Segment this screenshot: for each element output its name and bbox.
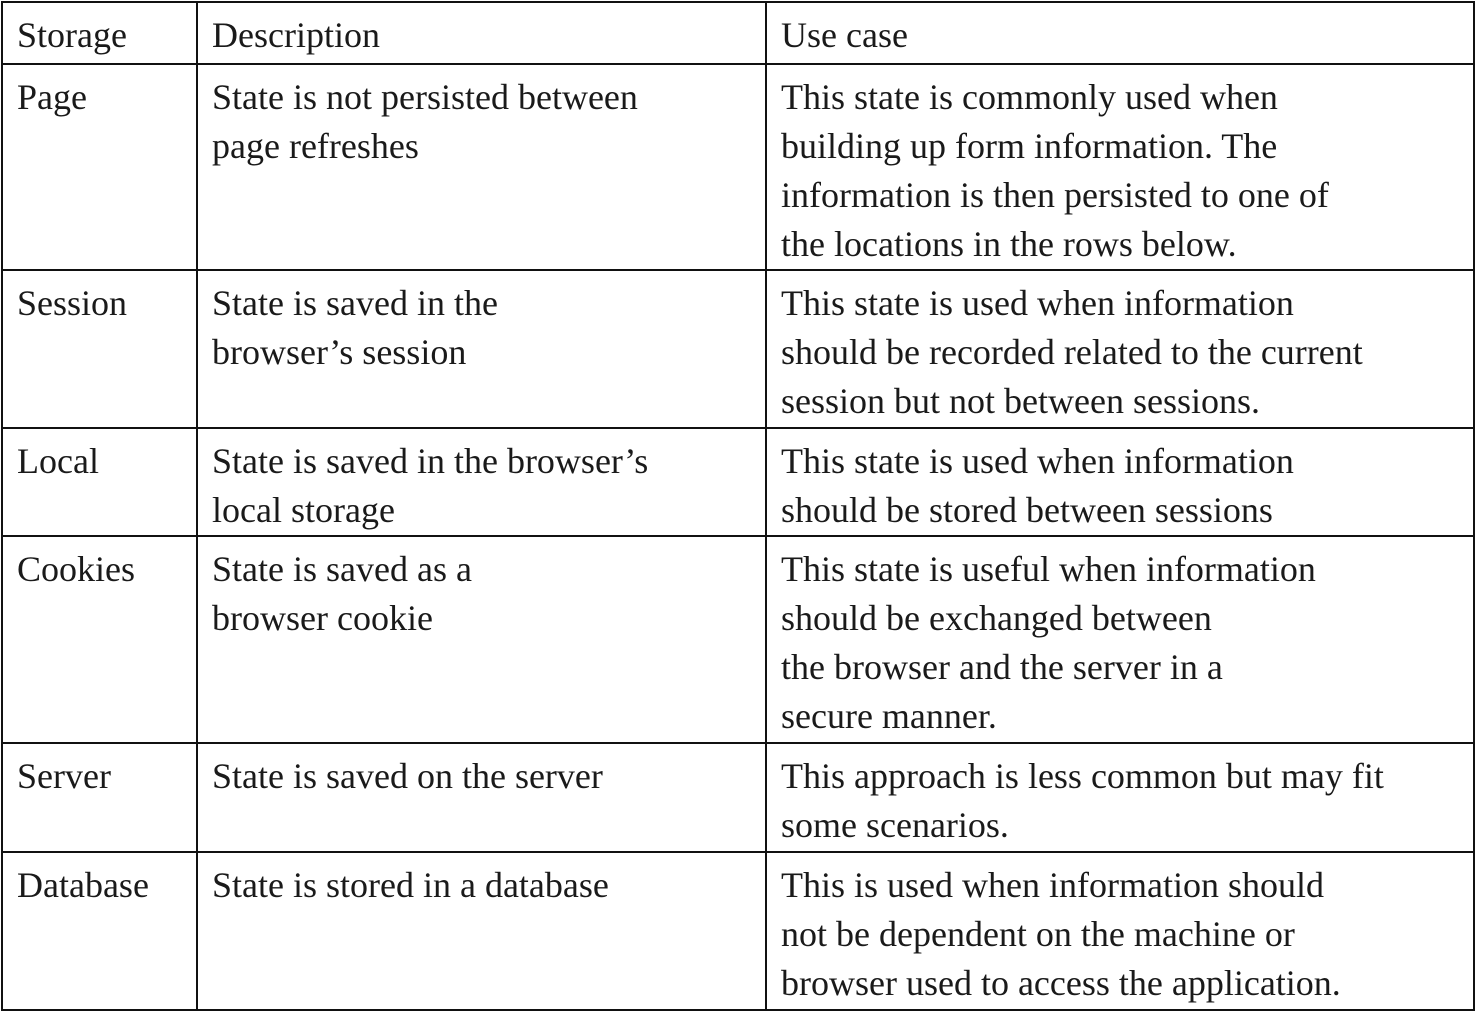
use-case-cell: This approach is less common but may fit… [765, 742, 1475, 853]
header-use-case: Use case [765, 1, 1475, 65]
use-case-cell: This state is commonly used when buildin… [765, 63, 1475, 271]
header-description: Description [196, 1, 767, 65]
description-cell: State is saved in the browser’s session [196, 269, 767, 429]
storage-cell: Local [1, 427, 198, 537]
header-storage: Storage [1, 1, 198, 65]
description-cell: State is saved on the server [196, 742, 767, 853]
table-header: Storage Description Use case [1, 1, 1475, 65]
storage-cell: Session [1, 269, 198, 429]
description-cell: State is stored in a database [196, 851, 767, 1011]
table-row-cookies: Cookies State is saved as a browser cook… [1, 535, 1475, 744]
storage-cell: Database [1, 851, 198, 1011]
storage-cell: Page [1, 63, 198, 271]
header-row: Storage Description Use case [1, 1, 1475, 65]
description-cell: State is not persisted between page refr… [196, 63, 767, 271]
use-case-cell: This state is used when information shou… [765, 427, 1475, 537]
table-row-server: Server State is saved on the server This… [1, 742, 1475, 853]
storage-cell: Cookies [1, 535, 198, 744]
table-body: Page State is not persisted between page… [1, 63, 1475, 1011]
use-case-cell: This state is useful when information sh… [765, 535, 1475, 744]
description-cell: State is saved in the browser’s local st… [196, 427, 767, 537]
table-row-session: Session State is saved in the browser’s … [1, 269, 1475, 429]
use-case-cell: This is used when information should not… [765, 851, 1475, 1011]
table-row-local: Local State is saved in the browser’s lo… [1, 427, 1475, 537]
table-row-page: Page State is not persisted between page… [1, 63, 1475, 271]
description-cell: State is saved as a browser cookie [196, 535, 767, 744]
table-row-database: Database State is stored in a database T… [1, 851, 1475, 1011]
storage-cell: Server [1, 742, 198, 853]
use-case-cell: This state is used when information shou… [765, 269, 1475, 429]
